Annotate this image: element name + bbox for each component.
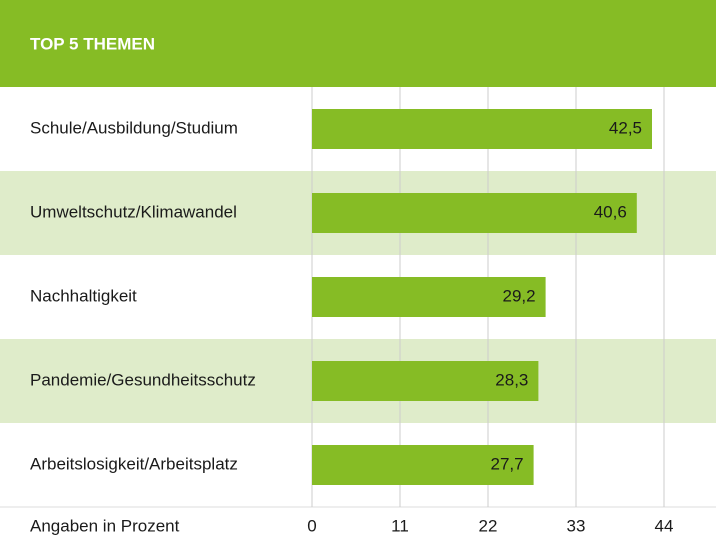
bar xyxy=(312,361,539,401)
bar xyxy=(312,445,534,485)
header-band xyxy=(0,0,716,87)
y-tick-label: Nachhaltigkeit xyxy=(30,286,137,305)
y-tick-label: Schule/Ausbildung/Studium xyxy=(30,118,238,137)
bar xyxy=(312,193,637,233)
y-tick-label: Umweltschutz/Klimawandel xyxy=(30,202,237,221)
x-axis-label: Angaben in Prozent xyxy=(30,516,180,535)
x-tick-label: 0 xyxy=(307,516,316,535)
value-label: 29,2 xyxy=(503,286,536,305)
value-label: 40,6 xyxy=(594,202,627,221)
value-label: 42,5 xyxy=(609,118,642,137)
x-tick-label: 33 xyxy=(567,516,586,535)
bar xyxy=(312,109,652,149)
value-label: 28,3 xyxy=(495,370,528,389)
x-tick-label: 44 xyxy=(655,516,674,535)
y-tick-label: Arbeitslosigkeit/Arbeitsplatz xyxy=(30,454,238,473)
bar xyxy=(312,277,546,317)
value-label: 27,7 xyxy=(491,454,524,473)
x-tick-label: 11 xyxy=(391,516,409,535)
y-tick-label: Pandemie/Gesundheitsschutz xyxy=(30,370,256,389)
chart-title: TOP 5 THEMEN xyxy=(30,34,155,53)
x-tick-label: 22 xyxy=(479,516,498,535)
